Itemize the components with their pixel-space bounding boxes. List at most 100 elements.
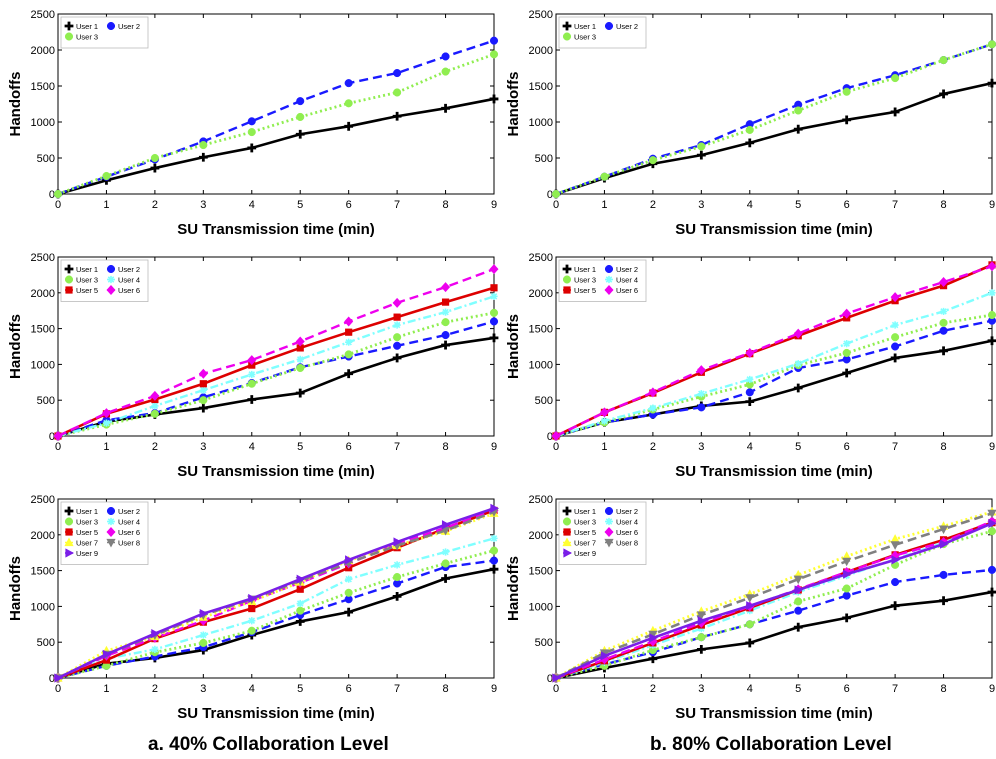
- data-point: [247, 117, 256, 126]
- data-point: [489, 308, 499, 317]
- data-point: [600, 417, 609, 425]
- y-tick-label: 500: [37, 637, 55, 649]
- legend-entry: User 6: [106, 285, 140, 295]
- y-tick-label: 1500: [31, 324, 55, 336]
- series-line: [555, 522, 993, 680]
- legend-label: User 2: [616, 22, 638, 31]
- legend-entry: User 4: [605, 275, 638, 284]
- legend-entry: User 6: [106, 527, 140, 537]
- legend-label: User 1: [76, 507, 98, 516]
- x-tick-label: 1: [601, 199, 607, 211]
- data-point: [247, 355, 257, 366]
- x-axis-label: SU Transmission time (min): [675, 463, 873, 480]
- series-line: [555, 319, 993, 438]
- x-tick-label: 2: [650, 683, 656, 695]
- legend-label: User 2: [118, 22, 140, 31]
- series-line: [555, 529, 993, 680]
- legend-marker: [64, 21, 74, 31]
- series-line: [57, 336, 495, 438]
- data-point: [441, 330, 450, 340]
- data-point: [296, 585, 304, 593]
- data-point: [441, 308, 450, 316]
- legend-marker: [64, 517, 74, 526]
- data-point: [648, 630, 658, 640]
- x-tick-label: 5: [297, 441, 303, 453]
- legend-marker: [65, 548, 74, 558]
- series-user-9: [552, 518, 996, 683]
- legend-marker: [64, 537, 74, 547]
- data-point: [296, 599, 304, 608]
- legend-box: [60, 16, 149, 49]
- data-point: [552, 673, 561, 683]
- legend-label: User 2: [616, 265, 638, 274]
- data-point: [891, 555, 901, 565]
- y-tick-label: 500: [37, 395, 55, 407]
- legend-entry: User 2: [106, 265, 140, 274]
- legend: User 1 User 2 User 3: [558, 16, 647, 49]
- y-tick-label: 0: [49, 673, 55, 685]
- legend-marker: [106, 506, 116, 516]
- data-point: [939, 539, 949, 549]
- x-tick-label: 5: [297, 683, 303, 695]
- legend-entry: User 1: [562, 506, 596, 516]
- legend-marker: [604, 538, 614, 548]
- legend-label: User 6: [616, 528, 638, 537]
- data-point: [392, 297, 402, 308]
- data-point: [296, 574, 306, 584]
- data-point: [842, 613, 852, 623]
- data-point: [696, 644, 706, 654]
- x-tick-label: 2: [152, 199, 158, 211]
- x-tick-label: 0: [553, 441, 559, 453]
- data-point: [939, 570, 948, 579]
- series-user-6: [53, 264, 499, 441]
- legend-label: User 2: [616, 507, 638, 516]
- legend-marker: [605, 517, 613, 526]
- legend-label: User 3: [76, 275, 98, 284]
- data-point: [793, 383, 803, 393]
- legend-label: User 2: [118, 265, 140, 274]
- legend-marker: [65, 528, 73, 536]
- x-tick-label: 8: [940, 683, 946, 695]
- legend-entry: User 5: [563, 528, 596, 537]
- legend-entry: User 3: [64, 32, 98, 41]
- y-tick-label: 1500: [529, 81, 553, 93]
- series-line: [555, 263, 993, 438]
- data-point: [295, 388, 305, 398]
- data-point: [745, 620, 754, 629]
- legend-label: User 3: [574, 32, 596, 41]
- series-user-3: [53, 546, 499, 683]
- data-point: [150, 390, 160, 401]
- legend-label: User 6: [616, 286, 638, 295]
- data-point: [344, 99, 353, 108]
- x-tick-label: 1: [103, 199, 109, 211]
- data-point: [150, 409, 159, 418]
- data-point: [393, 333, 402, 342]
- data-point: [441, 340, 450, 350]
- data-point: [490, 292, 498, 300]
- series-line: [57, 549, 495, 680]
- data-point: [344, 316, 354, 327]
- data-point: [150, 163, 160, 173]
- series-user-9: [54, 503, 499, 683]
- legend-marker: [64, 32, 74, 41]
- legend-marker: [562, 32, 572, 41]
- legend-entry: User 6: [604, 285, 638, 295]
- series-line: [57, 53, 495, 196]
- data-point: [53, 431, 63, 441]
- data-point: [441, 318, 450, 327]
- legend-label: User 1: [76, 265, 98, 274]
- legend-marker: [605, 275, 613, 284]
- y-tick-label: 2000: [529, 288, 553, 300]
- data-point: [150, 153, 159, 163]
- legend-entry: User 3: [64, 275, 98, 284]
- data-point: [890, 107, 900, 117]
- data-point: [939, 596, 948, 606]
- series-line: [555, 43, 993, 196]
- y-tick-label: 1000: [31, 601, 55, 613]
- x-axis-label: SU Transmission time (min): [177, 221, 375, 238]
- data-point: [696, 150, 706, 160]
- legend-label: User 1: [574, 507, 596, 516]
- data-point: [295, 129, 305, 139]
